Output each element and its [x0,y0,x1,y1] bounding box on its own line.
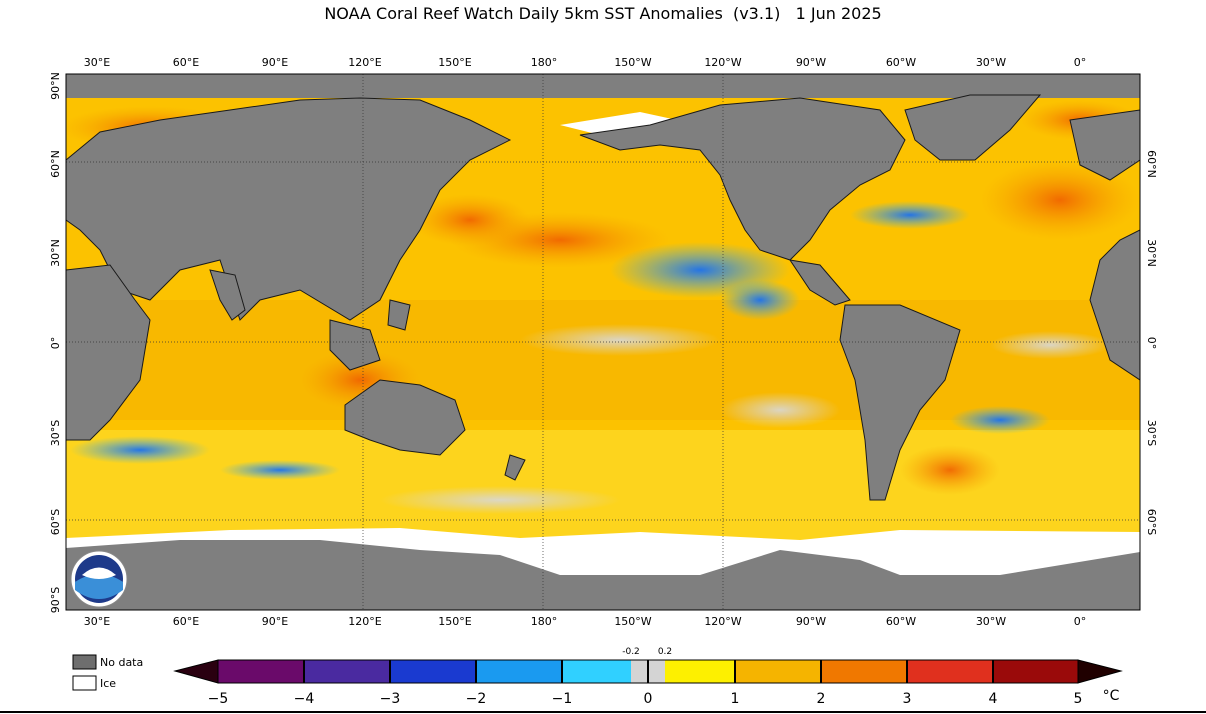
lon-label: 180° [531,615,558,628]
ice-label: Ice [100,677,116,690]
colorbar-small-ticks: -0.2 0.2 [622,647,672,657]
lon-label: 150°W [614,56,651,69]
west-africa [1089,229,1140,381]
new-zealand [504,454,526,481]
lon-label: 30°W [976,615,1006,628]
lon-label: 60°W [886,56,916,69]
colorbar-tick-labels: −5 −4 −3 −2 −1 0 1 2 3 4 5 °C [208,688,1120,707]
lon-label: 120°W [704,56,741,69]
lon-label: 30°W [976,56,1006,69]
lon-label: 120°W [704,615,741,628]
colorbar-tick: 5 [1074,691,1083,707]
lat-labels-right: 60°N 30°N 0° 30°S 60°S [1145,150,1158,535]
lon-label: 90°E [262,56,288,69]
colorbar-tick: −2 [466,691,487,707]
colorbar-tick: −1 [552,691,573,707]
map-title: NOAA Coral Reef Watch Daily 5km SST Anom… [324,4,882,23]
lon-labels-bottom: 30°E 60°E 90°E 120°E 150°E 180° 150°W 12… [84,615,1086,628]
land-masses [66,94,1140,501]
lon-label: 150°E [438,615,471,628]
colorbar [173,659,1123,684]
lat-label: 60°S [49,509,62,535]
lat-label: 90°N [49,72,62,100]
lat-label: 30°S [49,420,62,446]
lat-label: 30°N [49,239,62,267]
lat-label: 30°S [1145,420,1158,446]
lon-label: 120°E [348,615,381,628]
lat-label: 30°N [1145,239,1158,267]
lat-label: 60°N [49,150,62,178]
central-america [788,259,851,306]
no-data-swatch [72,654,97,670]
lat-label: 0° [49,337,62,350]
lon-label: 0° [1074,615,1087,628]
colorbar-tick: 4 [989,691,998,707]
lon-label: 0° [1074,56,1087,69]
greenland [904,94,1042,161]
lon-label: 90°W [796,56,826,69]
africa [66,264,151,441]
map-frame [65,73,1141,611]
lon-label: 150°E [438,56,471,69]
lon-labels-top: 30°E 60°E 90°E 120°E 150°E 180° 150°W 12… [84,56,1086,69]
lat-label: 0° [1145,337,1158,350]
lon-label: 90°W [796,615,826,628]
lon-label: 120°E [348,56,381,69]
map-area [66,74,1140,610]
colorbar-min-arrow [173,659,219,684]
lat-labels-left: 90°N 60°N 30°N 0° 30°S 60°S 90°S [49,72,62,613]
europe [1069,109,1140,181]
colorbar-tick: 1 [731,691,740,707]
lon-label: 60°W [886,615,916,628]
noaa-logo [70,550,128,608]
colorbar-tick: 2 [817,691,826,707]
india [209,269,246,321]
colorbar-tick: −4 [294,691,315,707]
south-america [839,304,961,501]
north-america [579,97,906,261]
lat-label: 60°S [1145,509,1158,535]
no-data-label: No data [100,656,143,669]
gridlines [66,74,1140,610]
lon-label: 30°E [84,56,110,69]
colorbar-small-tick: 0.2 [658,647,672,657]
borneo [329,319,381,371]
colorbar-tick: −5 [208,691,229,707]
lat-label: 90°S [49,587,62,613]
lon-label: 60°E [173,615,199,628]
antarctica-land [66,540,1140,610]
lon-label: 180° [531,56,558,69]
lon-label: 60°E [173,56,199,69]
colorbar-unit: °C [1103,688,1120,704]
colorbar-tick: −3 [380,691,401,707]
colorbar-tick: 0 [644,691,653,707]
australia [344,379,466,456]
lon-label: 90°E [262,615,288,628]
ice-swatch [72,675,97,691]
colorbar-max-arrow [1077,659,1123,684]
colorbar-small-tick: -0.2 [622,647,640,657]
lat-label: 60°N [1145,150,1158,178]
colorbar-tick: 3 [903,691,912,707]
lon-label: 150°W [614,615,651,628]
lon-label: 30°E [84,615,110,628]
